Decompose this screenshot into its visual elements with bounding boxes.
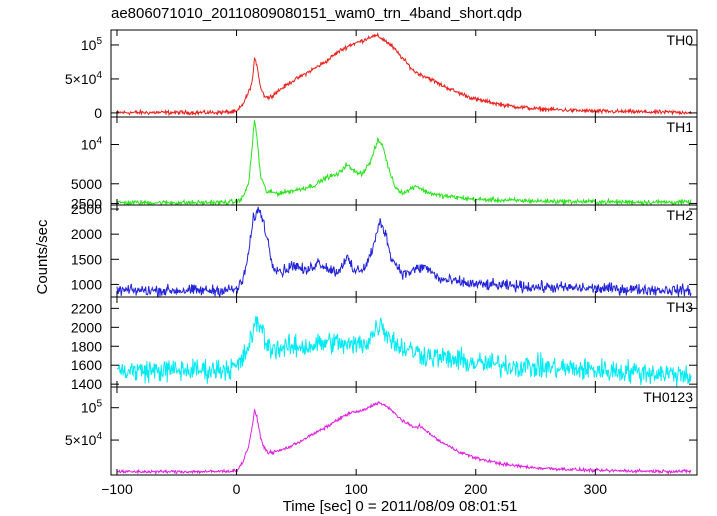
panel-th1: 2500 5000 104 TH1 bbox=[71, 116, 698, 211]
series-label-th0123: TH0123 bbox=[643, 389, 693, 405]
y-tick-label: 105 bbox=[81, 36, 103, 53]
x-tick-label: 0 bbox=[233, 481, 241, 497]
y-tick-label: 105 bbox=[81, 399, 103, 416]
y-tick-label: 5×104 bbox=[65, 70, 103, 87]
x-tick-label: 100 bbox=[344, 481, 368, 497]
series-line-th2 bbox=[116, 206, 692, 299]
y-tick-label: 1000 bbox=[71, 276, 102, 292]
series-label-th0: TH0 bbox=[667, 32, 694, 48]
panels-layer: 0 5×104 105 TH0 2500 5000 104 TH1 1000 1500 2000 25… bbox=[65, 29, 698, 476]
chart-title: ae806071010_20110809080151_wam0_trn_4ban… bbox=[111, 5, 522, 22]
x-tick-label: 200 bbox=[464, 481, 488, 497]
x-tick-label: 300 bbox=[584, 481, 608, 497]
series-label-th3: TH3 bbox=[667, 299, 694, 315]
series-line-th1 bbox=[116, 120, 692, 207]
x-axis: −100 0 100 200 300 bbox=[101, 481, 607, 497]
y-axis-title: Counts/sec bbox=[34, 219, 51, 295]
y-tick-label: 2500 bbox=[71, 201, 102, 217]
y-tick-label: 2000 bbox=[71, 319, 102, 335]
x-axis-title: Time [sec] 0 = 2011/08/09 08:01:51 bbox=[283, 498, 518, 515]
y-tick-label: 2000 bbox=[71, 226, 102, 242]
panel-frame bbox=[110, 386, 698, 476]
y-tick-label: 2500 bbox=[71, 195, 102, 211]
series-label-th1: TH1 bbox=[667, 119, 694, 135]
y-tick-label: 1500 bbox=[71, 251, 102, 267]
x-tick-label: −100 bbox=[101, 481, 133, 497]
y-tick-label: 2200 bbox=[71, 300, 102, 316]
y-tick-label: 1800 bbox=[71, 338, 102, 354]
y-tick-label: 0 bbox=[94, 105, 102, 121]
series-line-th0 bbox=[116, 31, 692, 117]
y-tick-label: 1400 bbox=[71, 376, 102, 392]
series-line-th3 bbox=[116, 316, 692, 387]
panel-th3: 1400 1600 1800 2000 2200 TH3 bbox=[71, 296, 698, 392]
panel-frame bbox=[110, 29, 698, 118]
panel-th0: 0 5×104 105 TH0 bbox=[65, 29, 698, 121]
panel-th2: 1000 1500 2000 2500 TH2 bbox=[71, 201, 698, 299]
panel-th0123: 5×104 105 TH0123 bbox=[65, 386, 698, 476]
series-line-th0123 bbox=[116, 401, 692, 476]
y-tick-label: 5×104 bbox=[65, 431, 103, 448]
series-label-th2: TH2 bbox=[667, 207, 694, 223]
y-tick-label: 1600 bbox=[71, 357, 102, 373]
y-tick-label: 5000 bbox=[71, 176, 102, 192]
y-tick-label: 104 bbox=[81, 136, 103, 153]
